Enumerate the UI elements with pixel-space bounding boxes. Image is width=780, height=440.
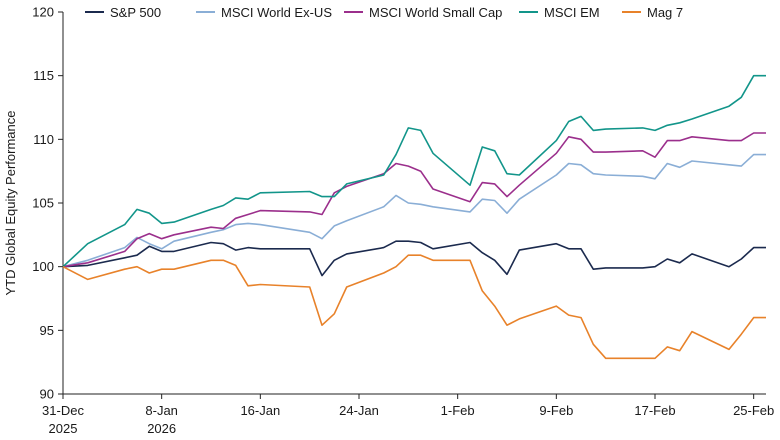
legend-label: S&P 500 [110,5,161,20]
y-tick-label: 95 [40,323,54,338]
x-tick-label: 31-Dec [42,403,84,418]
x-tick-label: 16-Jan [240,403,280,418]
series-line-s-p-500 [62,240,766,277]
series-lines [62,74,766,360]
legend: S&P 500 MSCI World Ex-US MSCI World Small … [85,5,683,20]
x-tick-label: 9-Feb [539,403,573,418]
x-tick-label: 1-Feb [441,403,475,418]
series-line-msci-world-ex-us [62,153,766,268]
legend-label: MSCI EM [544,5,600,20]
x-tick-label-year: 2025 [49,421,78,436]
series-line-msci-em [62,74,766,268]
x-tick-label: 24-Jan [339,403,379,418]
x-tick-label: 17-Feb [634,403,675,418]
y-tick-label: 115 [33,68,54,83]
x-tick-label: 8-Jan [145,403,178,418]
y-tick-label: 100 [32,259,54,274]
y-tick-label: 110 [33,132,54,147]
y-axis-title: YTD Global Equity Performance [3,111,18,296]
axes: 90 95 100 105 110 115 120 31-Dec 2025 8-Jan 2026 16… [32,5,774,437]
legend-label: MSCI World Ex-US [221,5,332,20]
legend-label: MSCI World Small Cap [369,5,502,20]
x-tick-label: 25-Feb [733,403,774,418]
x-tick-label-year: 2026 [147,421,176,436]
series-line-msci-world-small-cap [62,132,766,268]
legend-label: Mag 7 [647,5,683,20]
y-tick-label: 105 [32,196,54,211]
series-line-mag-7 [62,254,766,360]
y-tick-label: 120 [32,5,54,20]
y-tick-label: 90 [40,387,54,402]
